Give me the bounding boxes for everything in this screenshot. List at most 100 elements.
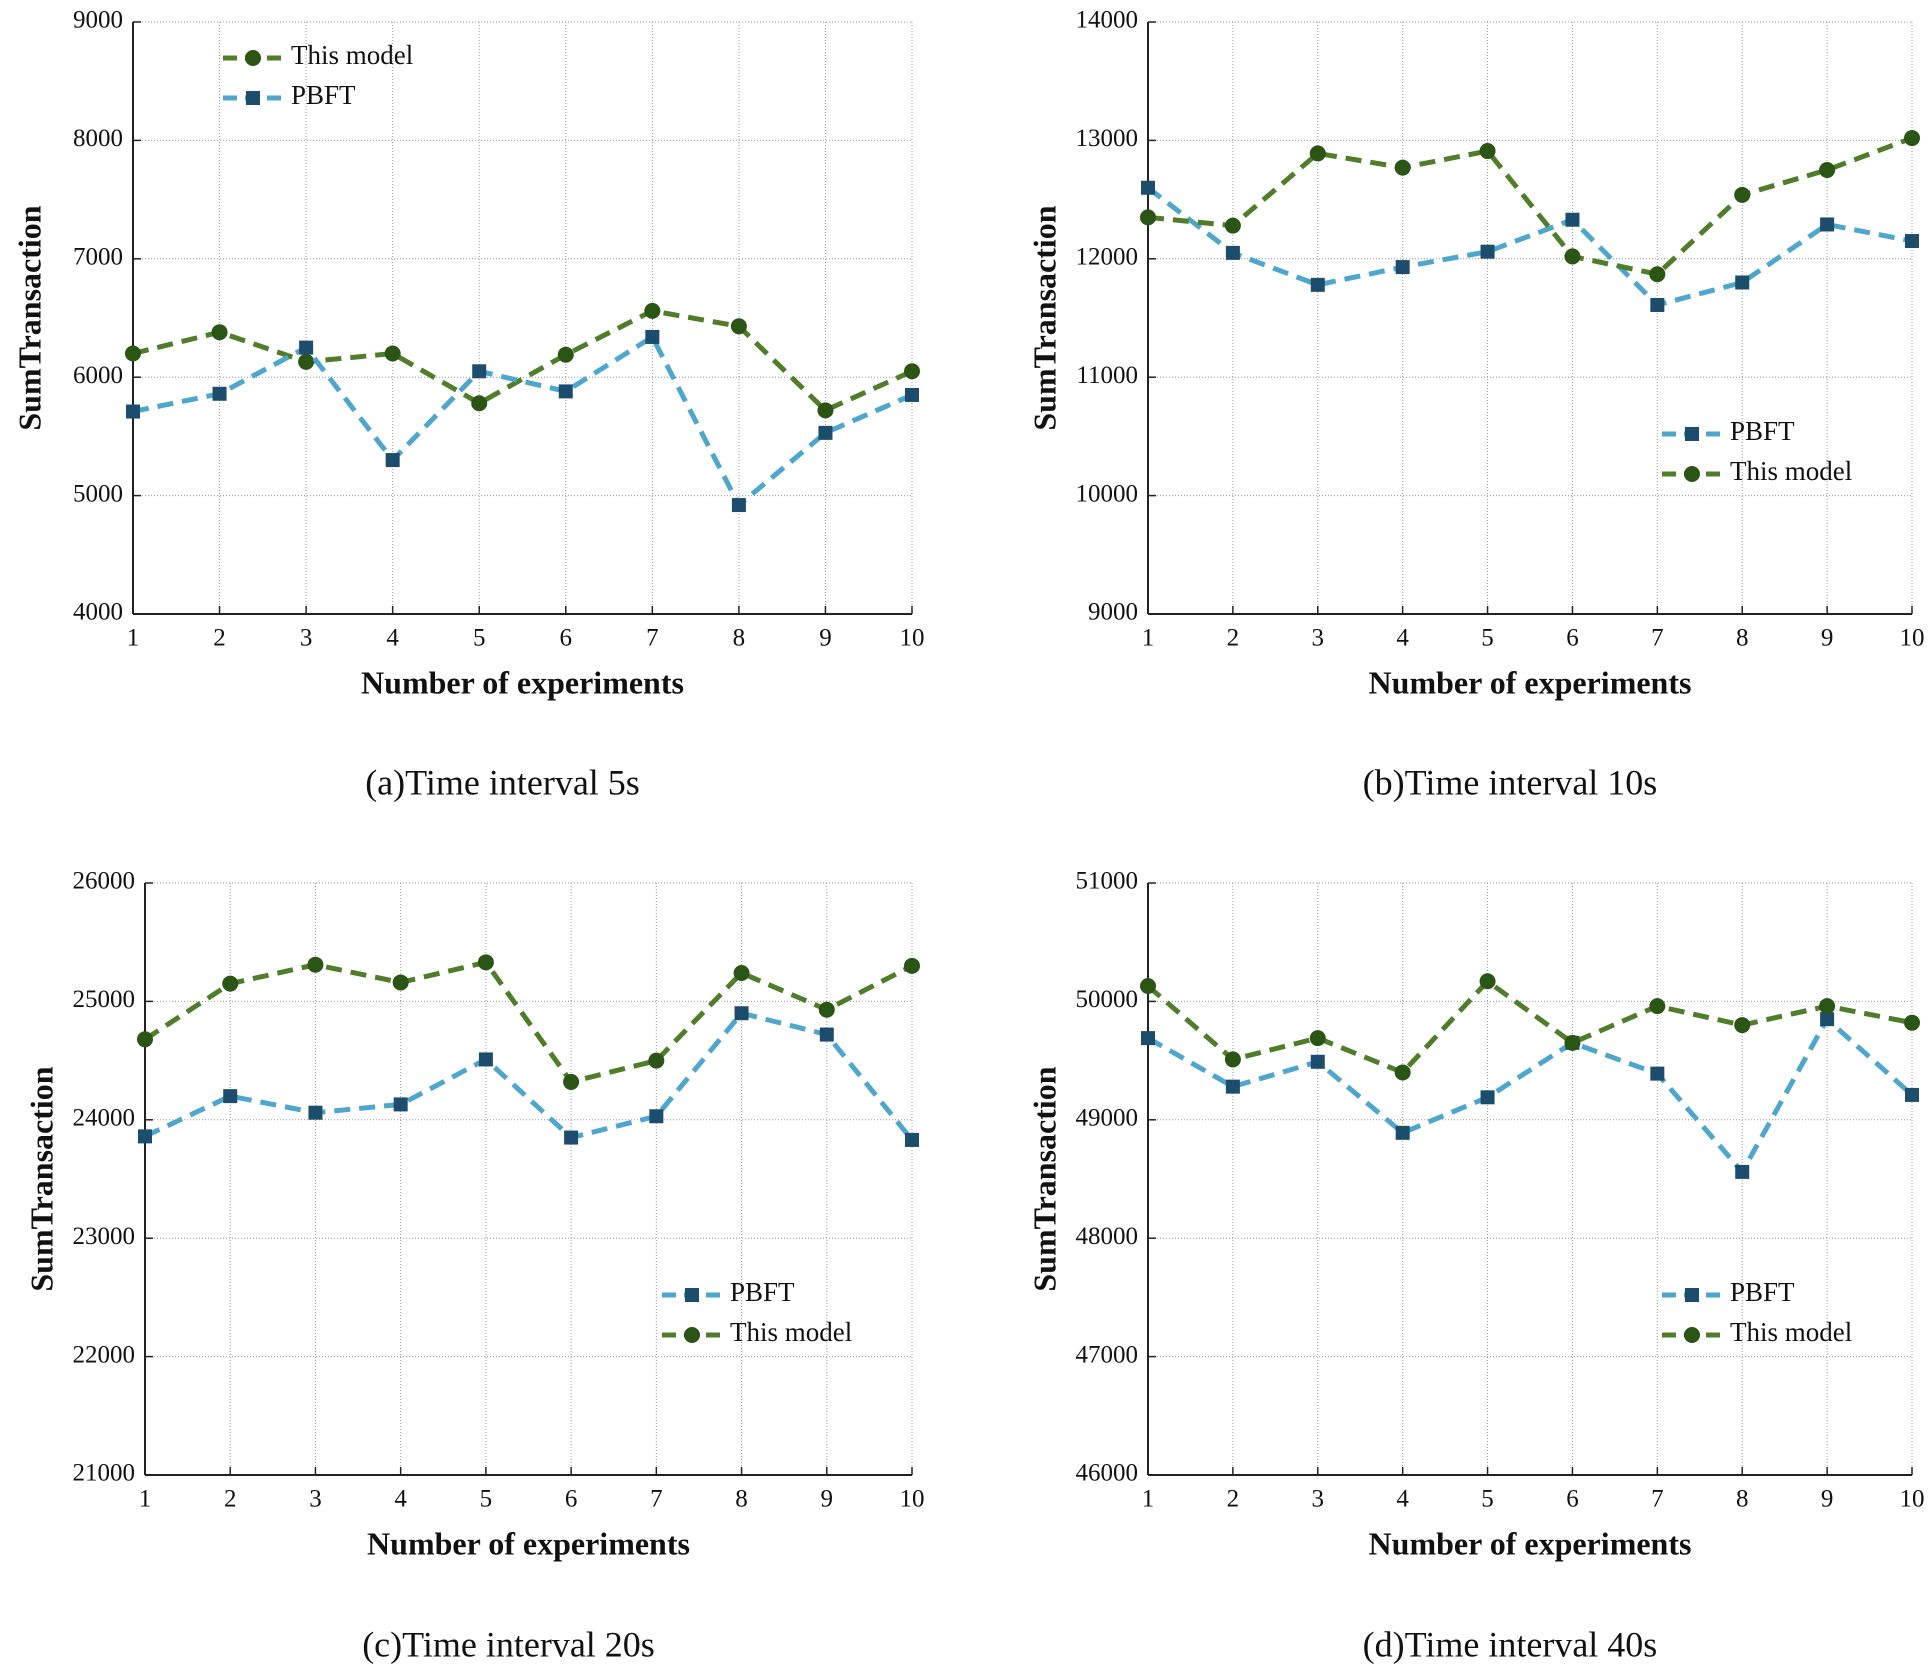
legend-marker (246, 91, 260, 105)
data-line (132, 308, 914, 414)
data-point (1310, 277, 1325, 292)
data-point (1649, 266, 1666, 283)
x-tick-label: 7 (646, 625, 659, 652)
legend-marker (1685, 427, 1699, 441)
data-point (734, 1006, 749, 1021)
x-tick-label: 8 (735, 1486, 748, 1513)
data-point (1480, 244, 1495, 259)
data-point (138, 1129, 152, 1144)
data-point (1565, 212, 1580, 227)
x-tick-label: 2 (1227, 625, 1240, 652)
data-point (1394, 1064, 1411, 1081)
legend-marker (1684, 1327, 1700, 1343)
x-tick-label: 5 (1481, 625, 1494, 652)
x-tick-label: 4 (394, 1486, 407, 1513)
y-tick-label: 24000 (73, 1105, 136, 1132)
x-tick-label: 2 (1227, 1486, 1240, 1513)
data-point (393, 1097, 408, 1112)
data-point (1141, 1031, 1155, 1046)
x-tick-label: 1 (127, 625, 140, 652)
y-tick-label: 13000 (1076, 125, 1139, 152)
data-point (649, 1109, 664, 1124)
data-point (1141, 180, 1155, 195)
data-point (472, 364, 487, 379)
y-axis-label: SumTransaction (11, 205, 47, 430)
data-point (1819, 162, 1836, 178)
data-line (132, 333, 914, 509)
data-point (1309, 145, 1326, 162)
caption: (c)Time interval 20s (362, 1624, 655, 1664)
x-tick-label: 2 (224, 1486, 237, 1513)
data-line (1146, 1015, 1914, 1177)
data-point (223, 1089, 238, 1104)
caption: (d)Time interval 40s (1363, 1624, 1658, 1664)
x-tick-label: 6 (565, 1486, 578, 1513)
data-point (1225, 245, 1240, 260)
data-point (557, 346, 574, 363)
data-point (818, 1001, 835, 1018)
data-point (1905, 1087, 1919, 1102)
data-point (645, 329, 660, 344)
y-tick-label: 49000 (1076, 1105, 1139, 1132)
data-point (1735, 275, 1750, 290)
y-tick-label: 7000 (73, 244, 123, 271)
x-tick-label: 4 (1396, 1486, 1409, 1513)
y-tick-label: 11000 (1076, 362, 1138, 389)
x-tick-label: 8 (1736, 1486, 1749, 1513)
legend-label: This model (291, 40, 413, 70)
data-point (478, 1052, 493, 1067)
y-tick-label: 51000 (1076, 868, 1139, 895)
chart-panel: 9000 10000 11000 12000 13000 14000 1 2 3 4 5 6 7 8 9 10… (1026, 7, 1924, 803)
data-point (299, 340, 314, 355)
data-point (125, 345, 141, 362)
y-tick-label: 46000 (1076, 1460, 1139, 1487)
x-tick-label: 7 (650, 1486, 663, 1513)
y-axis-label: SumTransaction (1026, 205, 1062, 430)
data-point (1650, 1066, 1665, 1081)
data-point (1310, 1054, 1325, 1069)
data-point (392, 974, 409, 991)
x-tick-label: 9 (1821, 625, 1834, 652)
x-tick-label: 5 (480, 1486, 493, 1513)
x-tick-label: 3 (300, 625, 313, 652)
data-point (1394, 159, 1411, 176)
x-tick-label: 1 (1142, 625, 1155, 652)
data-point (564, 1130, 579, 1145)
x-tick-label: 4 (386, 625, 399, 652)
y-axis-label: SumTransaction (1026, 1066, 1062, 1291)
data-point (730, 318, 747, 335)
x-tick-label: 9 (821, 1486, 834, 1513)
data-point (137, 1031, 153, 1048)
data-line (1147, 135, 1913, 277)
x-tick-label: 1 (139, 1486, 152, 1513)
data-point (1225, 1079, 1240, 1094)
x-tick-label: 7 (1651, 1486, 1664, 1513)
data-point (904, 957, 920, 974)
legend-marker (685, 1288, 699, 1302)
data-point (126, 404, 140, 419)
y-tick-label: 22000 (73, 1341, 136, 1368)
data-line (1146, 977, 1913, 1076)
data-point (1734, 1017, 1751, 1034)
data-point (1480, 1090, 1495, 1105)
data-point (212, 386, 227, 401)
y-tick-label: 10000 (1076, 480, 1139, 507)
legend-label: This model (1730, 1317, 1852, 1347)
data-point (818, 425, 833, 440)
data-point (1309, 1030, 1326, 1047)
x-tick-label: 3 (1312, 625, 1325, 652)
y-tick-label: 50000 (1076, 986, 1139, 1013)
data-point (1395, 260, 1410, 275)
data-point (905, 1132, 919, 1147)
legend-label: PBFT (1730, 416, 1795, 446)
data-point (905, 387, 919, 402)
data-line (143, 1010, 914, 1142)
y-tick-label: 4000 (73, 599, 123, 626)
y-tick-label: 25000 (73, 986, 136, 1013)
data-point (384, 345, 401, 362)
data-point (1734, 186, 1751, 203)
legend-marker (245, 50, 261, 66)
data-line (1146, 185, 1913, 308)
x-tick-label: 6 (1566, 1486, 1579, 1513)
